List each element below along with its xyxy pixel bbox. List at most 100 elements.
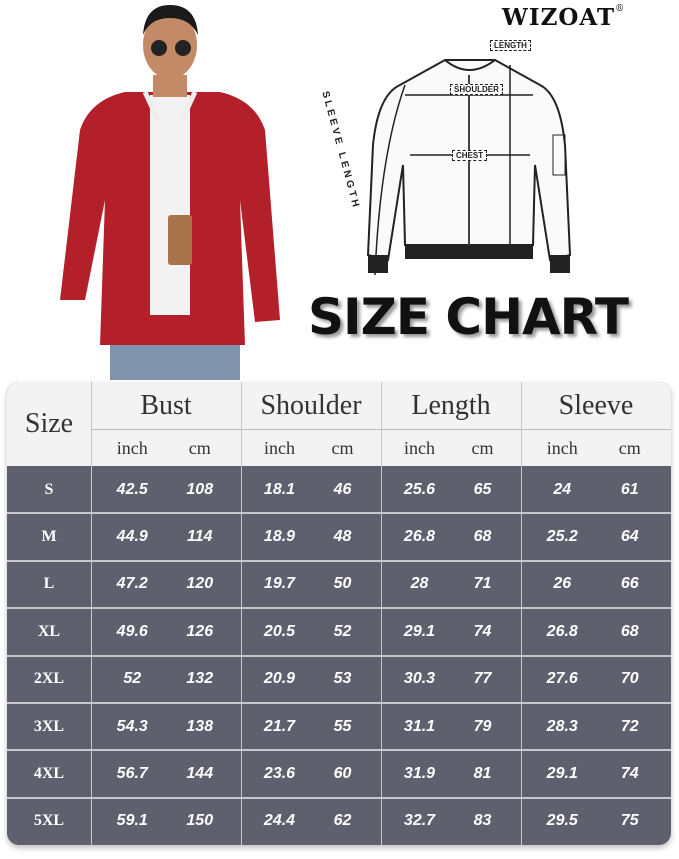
value-cell: 114 bbox=[186, 528, 213, 546]
value-cell: 46 bbox=[333, 480, 352, 498]
shoulder-label: SHOULDER bbox=[450, 84, 503, 95]
column-divider bbox=[381, 382, 382, 845]
row-divider bbox=[7, 559, 671, 562]
column-group-header: Length bbox=[411, 390, 491, 421]
unit-header: cm bbox=[618, 437, 641, 458]
t-shirt bbox=[150, 95, 190, 315]
value-cell: 79 bbox=[473, 717, 492, 735]
column-group-header: Shoulder bbox=[260, 390, 362, 421]
value-cell: 31.1 bbox=[403, 717, 436, 735]
row-divider bbox=[7, 607, 671, 610]
value-cell: 66 bbox=[620, 575, 639, 593]
value-cell: 68 bbox=[620, 622, 639, 640]
value-cell: 150 bbox=[186, 812, 214, 830]
value-cell: 26.8 bbox=[546, 622, 578, 640]
value-cell: 23.6 bbox=[263, 764, 296, 782]
value-cell: 44.9 bbox=[116, 528, 148, 546]
value-cell: 126 bbox=[186, 622, 214, 640]
unit-header: inch bbox=[116, 437, 148, 458]
column-divider bbox=[521, 382, 522, 845]
unit-header: cm bbox=[471, 437, 494, 458]
value-cell: 75 bbox=[620, 812, 639, 830]
value-cell: 55 bbox=[333, 717, 352, 735]
value-cell: 48 bbox=[333, 528, 352, 546]
value-cell: 68 bbox=[473, 528, 492, 546]
value-cell: 26.8 bbox=[403, 528, 436, 546]
size-chart-title: SIZE CHART bbox=[308, 288, 629, 346]
unit-header: cm bbox=[331, 437, 354, 458]
column-divider bbox=[241, 382, 242, 845]
column-group-header: Bust bbox=[140, 390, 192, 421]
row-divider bbox=[7, 796, 671, 799]
length-label: LENGTH bbox=[490, 40, 531, 51]
value-cell: 21.7 bbox=[263, 717, 296, 735]
value-cell: 26 bbox=[553, 575, 572, 593]
value-cell: 20.9 bbox=[263, 670, 296, 688]
value-cell: 108 bbox=[186, 480, 214, 498]
value-cell: 20.5 bbox=[263, 622, 296, 640]
column-group-header: Sleeve bbox=[558, 390, 634, 421]
value-cell: 70 bbox=[620, 670, 639, 688]
size-cell: 3XL bbox=[33, 717, 65, 735]
value-cell: 144 bbox=[186, 764, 214, 782]
size-cell: XL bbox=[37, 622, 61, 640]
size-cell: 2XL bbox=[33, 670, 65, 688]
model-photo bbox=[60, 5, 280, 380]
value-cell: 50 bbox=[333, 575, 352, 593]
value-cell: 65 bbox=[473, 480, 492, 498]
value-cell: 29.1 bbox=[546, 764, 578, 782]
value-cell: 47.2 bbox=[116, 575, 148, 593]
value-cell: 29.5 bbox=[546, 812, 578, 830]
value-cell: 24.4 bbox=[263, 812, 296, 830]
value-cell: 56.7 bbox=[116, 764, 148, 782]
value-cell: 24 bbox=[553, 480, 572, 498]
value-cell: 52 bbox=[123, 670, 142, 688]
value-cell: 18.9 bbox=[263, 528, 296, 546]
value-cell: 62 bbox=[333, 812, 352, 830]
unit-header: inch bbox=[404, 437, 435, 458]
brand-logo: WIZOAT® bbox=[502, 4, 626, 31]
value-cell: 18.1 bbox=[263, 480, 296, 498]
value-cell: 71 bbox=[473, 575, 492, 593]
value-cell: 59.1 bbox=[116, 812, 148, 830]
value-cell: 54.3 bbox=[116, 717, 148, 735]
unit-header: cm bbox=[188, 437, 211, 458]
value-cell: 52 bbox=[333, 622, 352, 640]
unit-header: inch bbox=[546, 437, 578, 458]
size-cell: M bbox=[41, 528, 57, 546]
value-cell: 60 bbox=[333, 764, 352, 782]
value-cell: 61 bbox=[620, 480, 639, 498]
value-cell: 42.5 bbox=[116, 480, 148, 498]
value-cell: 74 bbox=[473, 622, 492, 640]
size-cell: S bbox=[44, 480, 54, 498]
row-divider bbox=[7, 749, 671, 752]
value-cell: 64 bbox=[620, 528, 639, 546]
value-cell: 25.6 bbox=[403, 480, 436, 498]
value-cell: 19.7 bbox=[263, 575, 296, 593]
value-cell: 49.6 bbox=[116, 622, 148, 640]
value-cell: 27.6 bbox=[546, 670, 578, 688]
chest-label: CHEST bbox=[452, 150, 488, 161]
value-cell: 25.2 bbox=[546, 528, 578, 546]
row-divider bbox=[7, 701, 671, 704]
value-cell: 74 bbox=[620, 764, 639, 782]
head bbox=[143, 11, 197, 79]
value-cell: 29.1 bbox=[403, 622, 436, 640]
value-cell: 83 bbox=[473, 812, 492, 830]
coffee-cup bbox=[168, 215, 192, 265]
value-cell: 28.3 bbox=[546, 717, 578, 735]
value-cell: 31.9 bbox=[403, 764, 436, 782]
size-cell: 4XL bbox=[33, 764, 65, 782]
value-cell: 72 bbox=[620, 717, 639, 735]
value-cell: 53 bbox=[333, 670, 352, 688]
unit-header: inch bbox=[264, 437, 295, 458]
row-divider bbox=[7, 654, 671, 657]
value-cell: 32.7 bbox=[403, 812, 436, 830]
size-table: Size Bust inch cm Shoulder inch cm Length inch c… bbox=[7, 382, 671, 845]
value-cell: 77 bbox=[473, 670, 492, 688]
value-cell: 81 bbox=[473, 764, 492, 782]
size-cell: 5XL bbox=[33, 812, 65, 830]
row-divider bbox=[7, 512, 671, 515]
size-cell: L bbox=[43, 575, 55, 593]
value-cell: 28 bbox=[410, 575, 429, 593]
